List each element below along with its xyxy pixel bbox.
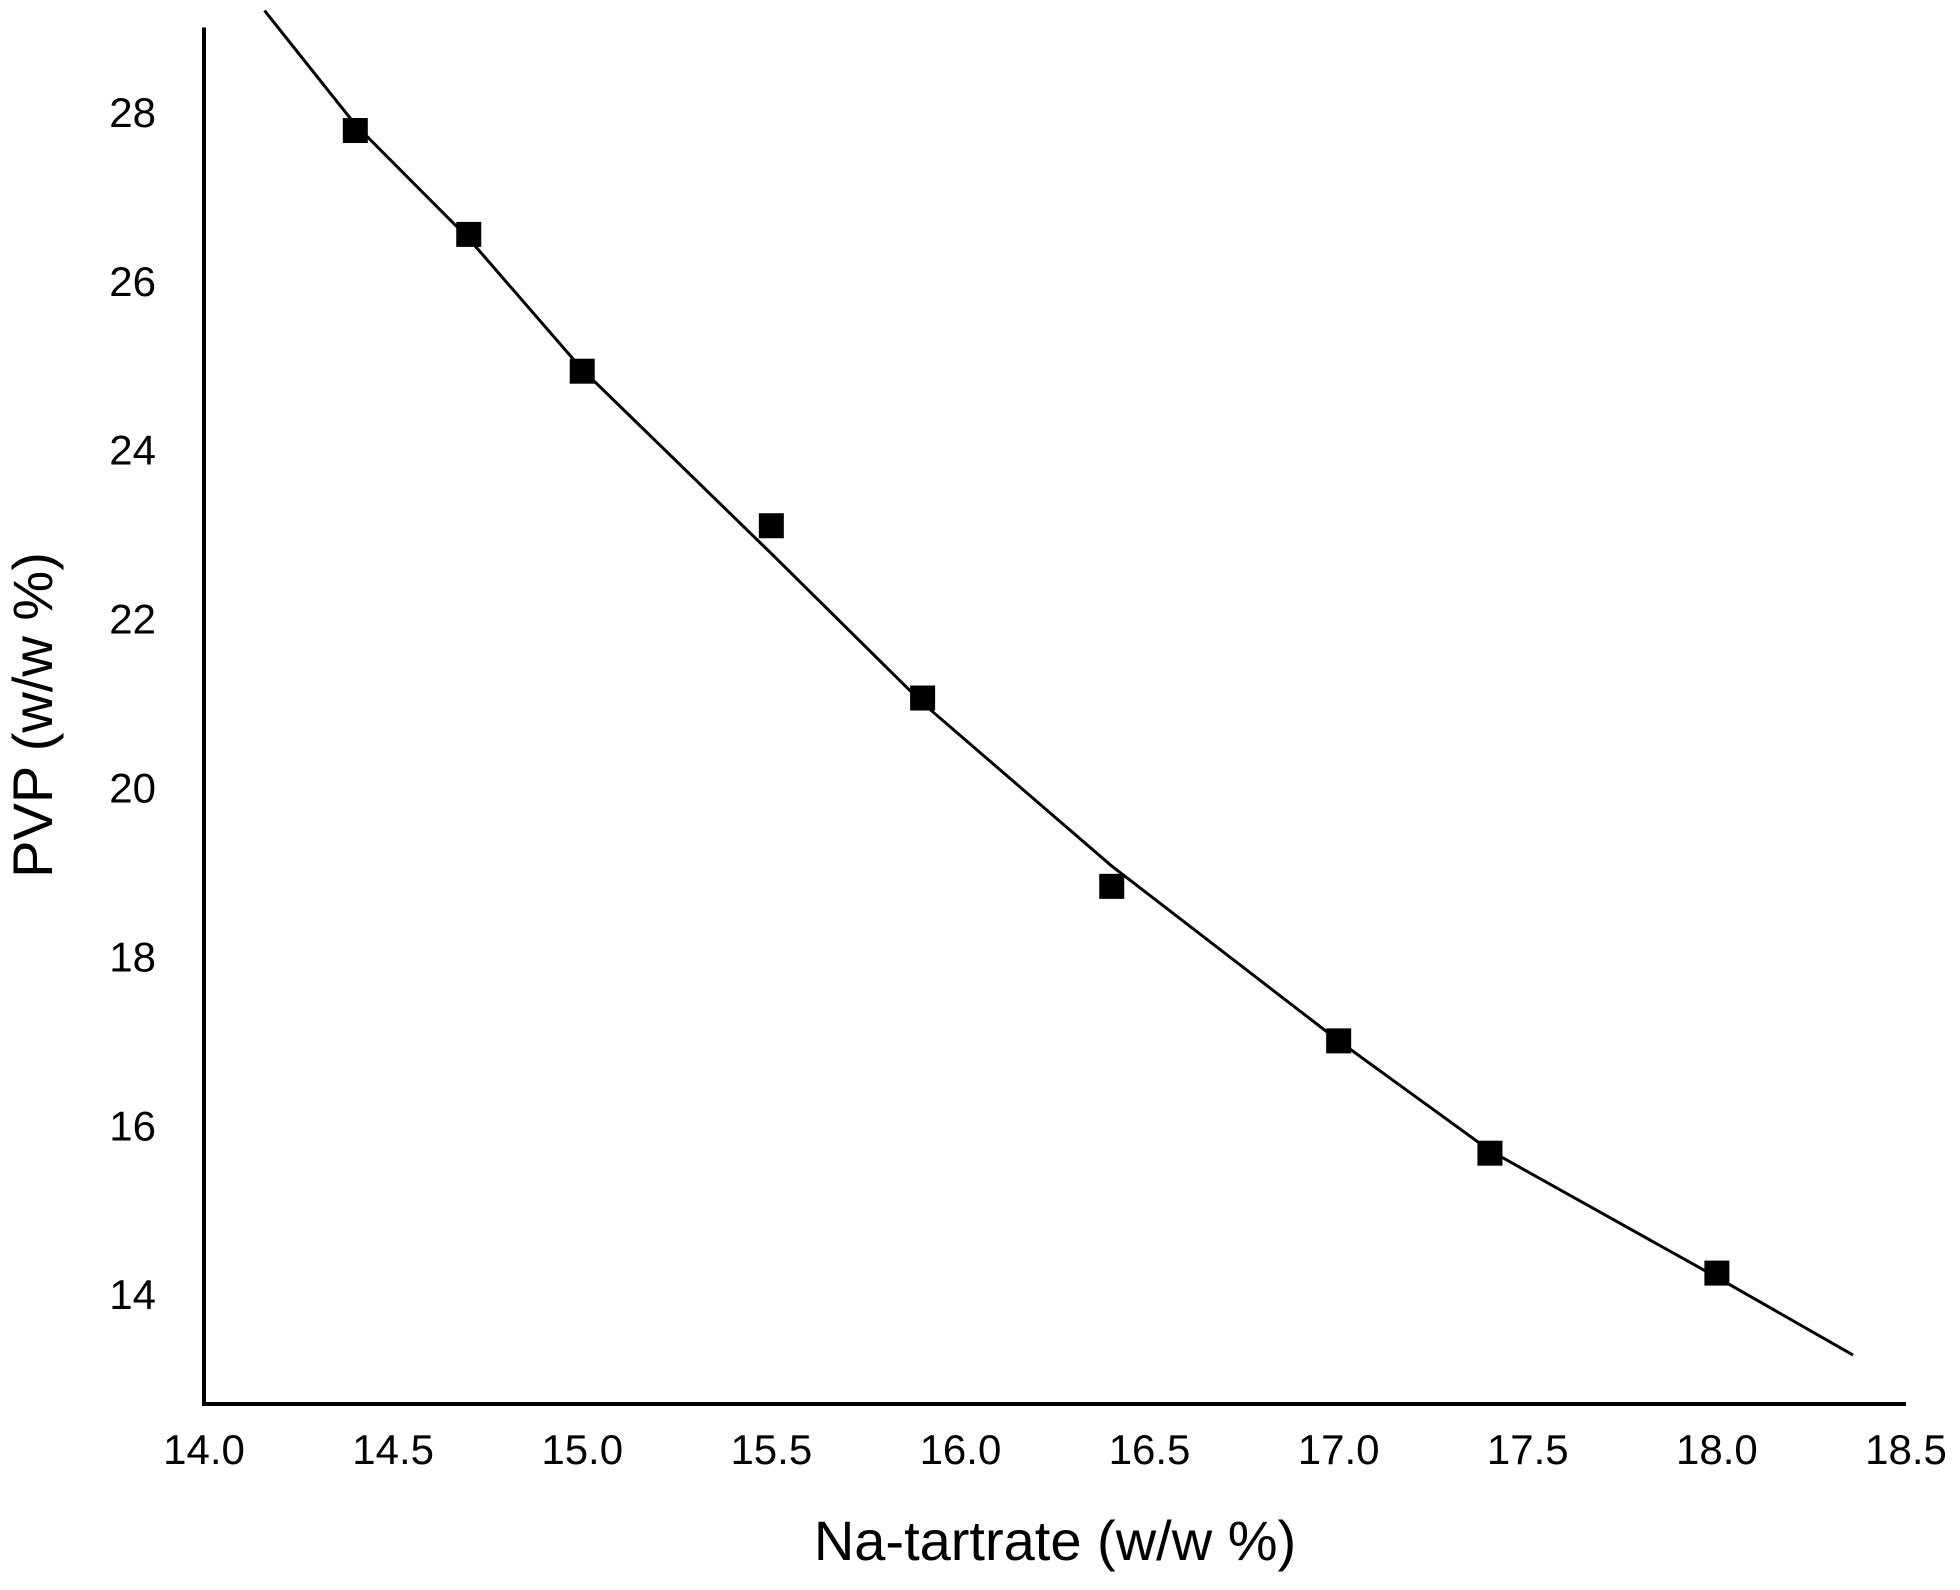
fit-curve: [263, 9, 1854, 1357]
x-tick-label: 16.5: [1109, 1426, 1191, 1473]
data-point: [758, 513, 784, 539]
data-point: [1099, 873, 1125, 899]
data-point: [910, 685, 936, 711]
y-axis-label: PVP (w/w %): [1, 552, 64, 878]
y-tick-label: 18: [109, 933, 156, 980]
x-tick-label: 15.0: [541, 1426, 623, 1473]
x-tick-label: 17.0: [1298, 1426, 1380, 1473]
y-tick-label: 20: [109, 765, 156, 812]
x-tick-label: 14.0: [163, 1426, 245, 1473]
x-tick-label: 17.5: [1487, 1426, 1569, 1473]
x-axis-label: Na-tartrate (w/w %): [814, 1509, 1296, 1572]
y-tick-label: 14: [109, 1271, 156, 1318]
y-tick-label: 24: [109, 427, 156, 474]
y-tick-label: 26: [109, 258, 156, 305]
data-point: [342, 118, 368, 144]
x-tick-label: 14.5: [352, 1426, 434, 1473]
x-tick-label: 15.5: [730, 1426, 812, 1473]
x-tick-label: 16.0: [920, 1426, 1002, 1473]
y-tick-label: 28: [109, 89, 156, 136]
x-tick-label: 18.0: [1676, 1426, 1758, 1473]
data-point: [456, 221, 482, 247]
x-tick-label: 18.5: [1865, 1426, 1947, 1473]
y-tick-label: 22: [109, 596, 156, 643]
y-tick-label: 16: [109, 1102, 156, 1149]
